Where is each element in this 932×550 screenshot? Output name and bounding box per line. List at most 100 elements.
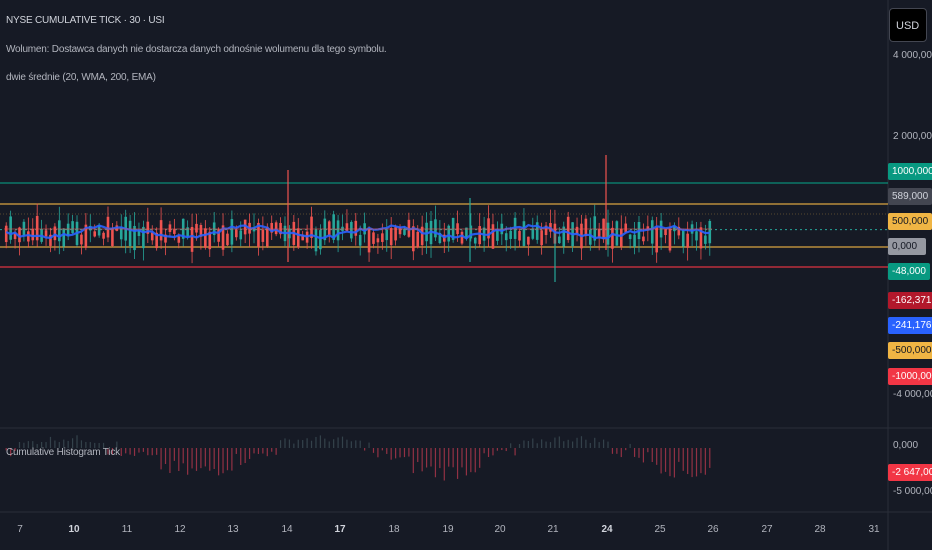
histogram-bar <box>602 439 605 448</box>
candle-body <box>544 225 548 235</box>
histogram-bar <box>403 448 406 458</box>
candle-body <box>398 226 402 235</box>
histogram-bar <box>492 448 494 456</box>
candle-body <box>173 229 176 234</box>
ma-fast-line <box>5 223 710 240</box>
histogram-bar <box>558 436 560 448</box>
histogram-bar <box>284 438 286 448</box>
candle-body <box>142 226 145 249</box>
candle-body <box>296 228 300 248</box>
histogram-bar <box>470 448 472 473</box>
candle-body <box>195 223 198 233</box>
candle-body <box>221 225 225 250</box>
histogram-bar <box>138 448 140 453</box>
candle-body <box>274 222 278 235</box>
candle-body <box>389 228 393 246</box>
x-axis-tick-label: 14 <box>281 524 293 535</box>
candle-body <box>518 230 521 241</box>
candle-body <box>664 229 667 236</box>
histogram-bar <box>147 448 149 456</box>
histogram-bar <box>510 443 512 448</box>
candle-body <box>385 229 389 241</box>
histogram-bar <box>133 448 136 456</box>
histogram-bar <box>580 436 583 448</box>
histogram-bar <box>417 448 419 463</box>
histogram-bar <box>386 448 388 454</box>
candle-body <box>403 228 406 235</box>
candle-body <box>168 224 172 232</box>
histogram-bar <box>262 448 264 454</box>
subpane-title[interactable]: Cumulative Histogram Tick <box>6 447 120 458</box>
candle-body <box>354 220 358 236</box>
price-tag: -241,176 <box>888 317 932 334</box>
x-axis-tick-label: 17 <box>334 524 346 535</box>
candle-body <box>624 223 628 233</box>
candle-body <box>619 228 623 247</box>
histogram-bar <box>434 448 437 478</box>
histogram-bar <box>5 448 7 451</box>
histogram-bar <box>536 443 538 448</box>
candle-body <box>367 228 371 253</box>
histogram-bar <box>67 440 69 448</box>
histogram-bar <box>514 448 516 456</box>
histogram-bar <box>421 448 423 472</box>
histogram-bar <box>673 448 675 478</box>
candle-body <box>491 224 495 249</box>
histogram-bar <box>541 439 543 448</box>
histogram-bar <box>275 448 277 455</box>
candle-body <box>566 216 570 241</box>
histogram-bar <box>63 439 65 448</box>
histogram-bar <box>368 442 370 448</box>
candle-body <box>27 231 30 242</box>
histogram-bar <box>319 435 321 448</box>
histogram-bar <box>182 448 184 464</box>
candle-body <box>164 234 167 243</box>
candle-body <box>13 233 17 240</box>
histogram-bar <box>390 448 392 460</box>
histogram-bar <box>664 448 667 472</box>
symbol-title[interactable]: NYSE CUMULATIVE TICK · 30 · USI <box>6 15 165 26</box>
histogram-bar <box>461 448 463 468</box>
histogram-bar <box>377 448 379 458</box>
histogram-bar <box>642 448 645 463</box>
histogram-bar <box>350 441 352 448</box>
candle-body <box>350 221 353 239</box>
histogram-bar <box>187 448 189 475</box>
histogram-bar <box>704 448 706 475</box>
currency-button[interactable]: USD <box>889 8 927 42</box>
candle-body <box>111 228 114 247</box>
candle-body <box>155 232 158 249</box>
candle-body <box>345 223 349 232</box>
histogram-bar <box>576 437 578 448</box>
histogram-bar <box>244 448 246 464</box>
ma-indicator-legend[interactable]: dwie średnie (20, WMA, 200, EMA) <box>6 72 156 83</box>
histogram-bar <box>333 439 335 448</box>
x-axis-tick-label: 10 <box>68 524 80 535</box>
histogram-bar <box>279 440 282 448</box>
candle-body <box>208 231 212 250</box>
candle-body <box>49 234 52 246</box>
y-axis-tick-label: 4 000,000 <box>893 50 932 61</box>
candle-body <box>217 229 220 242</box>
x-axis-tick-label: 24 <box>601 524 613 535</box>
histogram-bar <box>85 441 87 448</box>
histogram-bar <box>346 439 348 448</box>
histogram-bar <box>200 448 202 469</box>
histogram-bar <box>14 448 16 451</box>
histogram-bar <box>633 448 636 457</box>
histogram-bar <box>611 448 614 454</box>
histogram-bar <box>337 437 339 448</box>
candle-body <box>106 216 110 238</box>
histogram-bar <box>395 448 397 459</box>
histogram-bar <box>408 448 410 457</box>
y-axis-tick-label: 2 000,000 <box>893 131 932 142</box>
histogram-bar <box>94 442 96 448</box>
candle-body <box>270 222 274 233</box>
histogram-bar <box>425 448 428 468</box>
histogram-bar <box>660 448 662 474</box>
histogram-bar <box>288 439 291 448</box>
histogram-bar <box>629 443 631 448</box>
candle-body <box>668 228 672 251</box>
